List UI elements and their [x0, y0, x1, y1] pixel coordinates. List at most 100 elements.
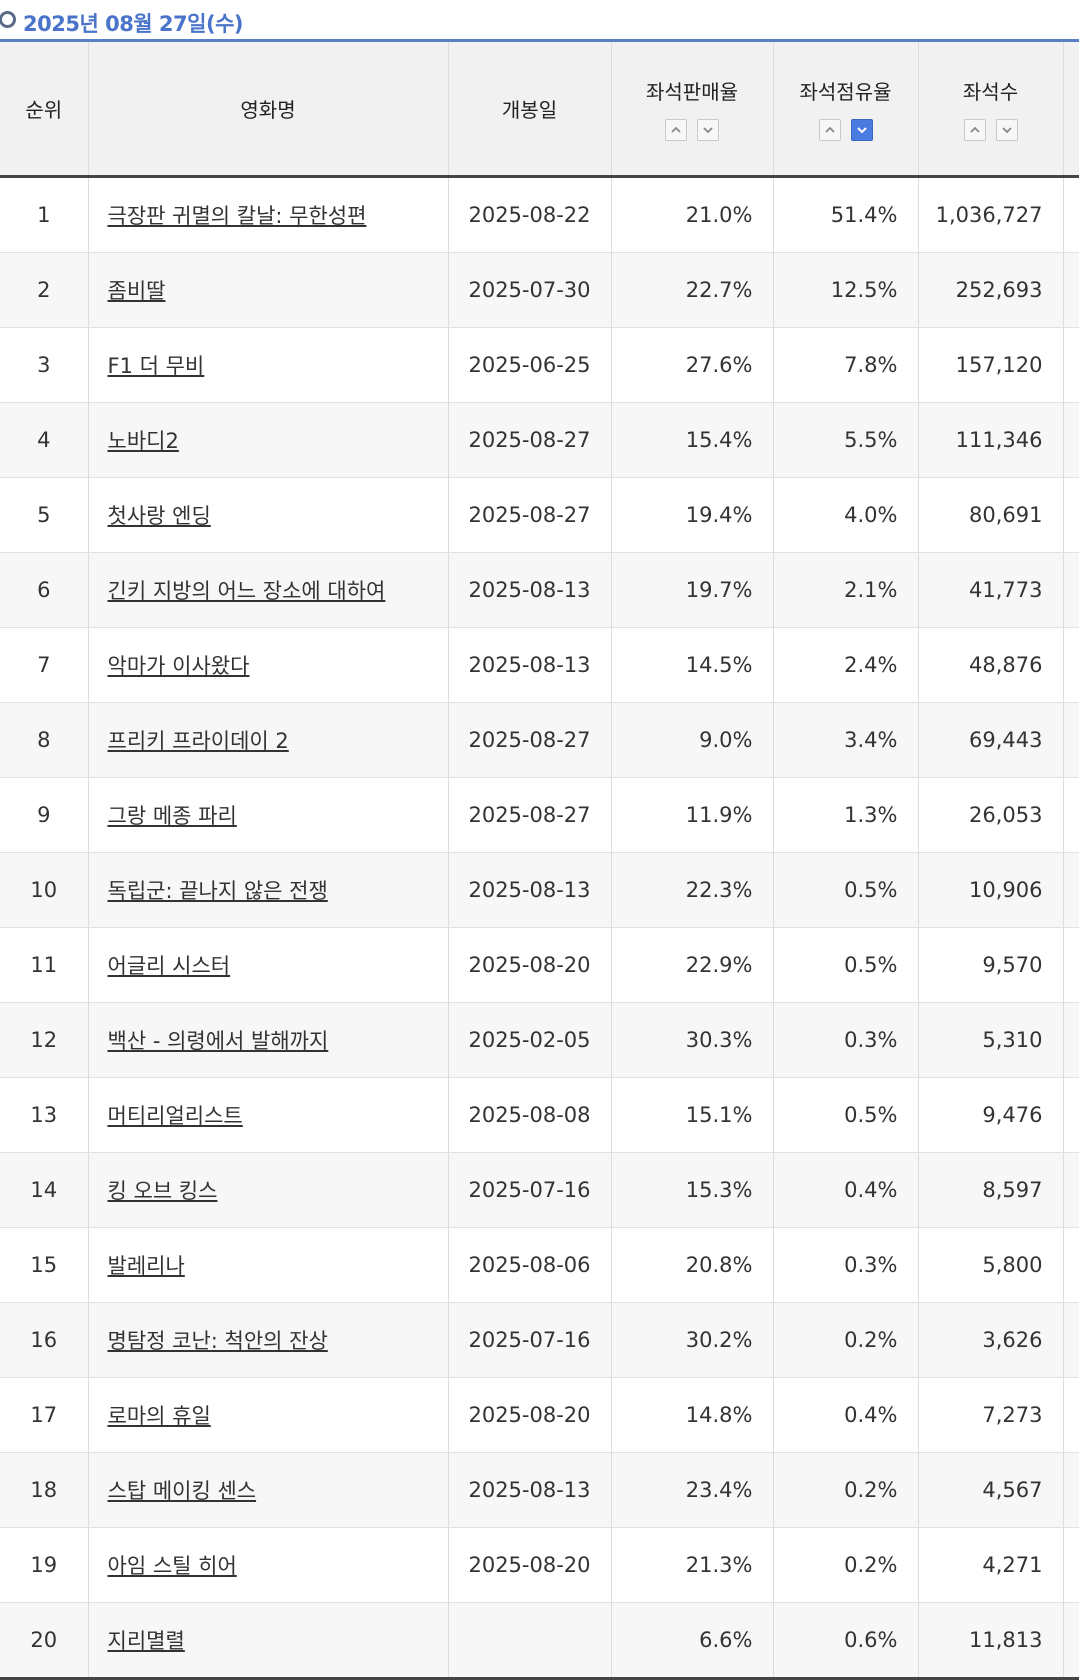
sort-asc-button[interactable]	[963, 119, 986, 141]
open-date-cell: 2025-07-30	[448, 252, 612, 328]
date-title: 2025년 08월 27일(수)	[23, 12, 244, 36]
seat-sales-rate-cell: 22.3%	[611, 852, 774, 928]
seats-cell: 4,567	[918, 1452, 1064, 1528]
movie-title-cell: 지리멸렬	[88, 1602, 449, 1680]
seats-cell: 5,800	[918, 1227, 1064, 1303]
seats-cell: 8,597	[918, 1152, 1064, 1228]
column-header-seat-sales-rate: 좌석판매율	[611, 42, 774, 178]
seats-cell: 41,773	[918, 552, 1064, 628]
seats-cell: 26,053	[918, 777, 1064, 853]
table-body: 1 극장판 귀멸의 칼날: 무한성편 2025-08-22 21.0% 51.4% 1,0…	[0, 176, 1079, 1680]
rank-cell: 11	[0, 927, 89, 1003]
table-row: 10 독립군: 끝나지 않은 전쟁 2025-08-13 22.3% 0.5% 10,90…	[0, 852, 1079, 928]
column-label: 영화명	[240, 98, 296, 122]
movie-title-link[interactable]: 로마의 휴일	[107, 1404, 211, 1428]
rank-cell: 9	[0, 777, 89, 853]
sort-desc-button[interactable]	[697, 119, 719, 141]
table-row: 17 로마의 휴일 2025-08-20 14.8% 0.4% 7,273	[0, 1377, 1079, 1453]
seat-sales-rate-cell: 11.9%	[611, 777, 774, 853]
overflow-cell	[1063, 1377, 1079, 1453]
seat-share-cell: 2.1%	[773, 552, 919, 628]
overflow-cell	[1063, 477, 1079, 553]
movie-title-cell: 첫사랑 엔딩	[88, 477, 449, 553]
movie-title-link[interactable]: 발레리나	[107, 1254, 185, 1278]
movie-title-link[interactable]: 스탑 메이킹 센스	[107, 1479, 257, 1503]
movie-title-cell: 백산 - 의령에서 발해까지	[88, 1002, 449, 1078]
movie-title-link[interactable]: 좀비딸	[107, 279, 166, 303]
sort-controls	[919, 119, 1063, 141]
overflow-cell	[1063, 327, 1079, 403]
circle-bullet-icon	[0, 11, 16, 28]
seat-share-cell: 0.2%	[773, 1302, 919, 1378]
movie-title-cell: 노바디2	[88, 402, 449, 478]
seats-cell: 4,271	[918, 1527, 1064, 1603]
movie-title-link[interactable]: 어글리 시스터	[107, 954, 231, 978]
overflow-cell	[1063, 402, 1079, 478]
column-label: 좌석판매율	[646, 80, 738, 104]
rank-cell: 12	[0, 1002, 89, 1078]
overflow-cell	[1063, 1152, 1079, 1228]
movie-title-cell: 스탑 메이킹 센스	[88, 1452, 449, 1528]
rank-cell: 5	[0, 477, 89, 553]
movie-title-link[interactable]: 프리키 프라이데이 2	[107, 729, 289, 753]
movie-title-link[interactable]: 백산 - 의령에서 발해까지	[107, 1029, 329, 1053]
open-date-cell: 2025-07-16	[448, 1152, 612, 1228]
movie-title-link[interactable]: 지리멸렬	[107, 1629, 185, 1653]
rank-cell: 18	[0, 1452, 89, 1528]
overflow-cell	[1063, 552, 1079, 628]
seats-cell: 9,476	[918, 1077, 1064, 1153]
open-date-cell: 2025-08-13	[448, 552, 612, 628]
seat-sales-rate-cell: 27.6%	[611, 327, 774, 403]
movie-title-link[interactable]: 킹 오브 킹스	[107, 1179, 218, 1203]
seats-cell: 69,443	[918, 702, 1064, 778]
movie-title-cell: 아임 스틸 히어	[88, 1527, 449, 1603]
movie-title-link[interactable]: 악마가 이사왔다	[107, 654, 250, 678]
sort-desc-button[interactable]	[995, 119, 1018, 141]
open-date-cell: 2025-06-25	[448, 327, 612, 403]
open-date-cell: 2025-08-13	[448, 852, 612, 928]
rank-cell: 7	[0, 627, 89, 703]
movie-title-link[interactable]: 첫사랑 엔딩	[107, 504, 211, 528]
table-row: 11 어글리 시스터 2025-08-20 22.9% 0.5% 9,570	[0, 927, 1079, 1003]
movie-title-link[interactable]: 노바디2	[107, 429, 179, 453]
sort-asc-button[interactable]	[818, 119, 841, 141]
column-label: 좌석점유율	[799, 80, 892, 104]
movie-title-link[interactable]: 명탐정 코난: 척안의 잔상	[107, 1329, 328, 1353]
chevron-up-icon	[824, 126, 835, 133]
seat-share-cell: 0.5%	[773, 927, 919, 1003]
table-row: 7 악마가 이사왔다 2025-08-13 14.5% 2.4% 48,876	[0, 627, 1079, 703]
movie-title-link[interactable]: 긴키 지방의 어느 장소에 대하여	[107, 579, 386, 603]
seats-cell: 9,570	[918, 927, 1064, 1003]
seat-sales-rate-cell: 30.2%	[611, 1302, 774, 1378]
sort-asc-button[interactable]	[665, 119, 687, 141]
seat-share-cell: 0.2%	[773, 1452, 919, 1528]
seat-share-cell: 0.3%	[773, 1227, 919, 1303]
movie-title-cell: 로마의 휴일	[88, 1377, 449, 1453]
table-row: 15 발레리나 2025-08-06 20.8% 0.3% 5,800	[0, 1227, 1079, 1303]
seats-cell: 3,626	[918, 1302, 1064, 1378]
overflow-cell	[1063, 1602, 1079, 1680]
movie-title-link[interactable]: 아임 스틸 히어	[107, 1554, 237, 1578]
seat-sales-rate-cell: 14.5%	[611, 627, 774, 703]
overflow-cell	[1063, 252, 1079, 328]
movie-title-link[interactable]: 머티리얼리스트	[107, 1104, 243, 1128]
open-date-cell: 2025-08-27	[448, 477, 612, 553]
movie-title-cell: 킹 오브 킹스	[88, 1152, 449, 1228]
seat-share-cell: 0.5%	[773, 852, 919, 928]
open-date-cell: 2025-08-06	[448, 1227, 612, 1303]
movie-title-link[interactable]: 극장판 귀멸의 칼날: 무한성편	[107, 204, 367, 228]
rank-cell: 20	[0, 1602, 89, 1680]
movie-title-link[interactable]: 독립군: 끝나지 않은 전쟁	[107, 879, 328, 903]
chevron-down-icon	[856, 127, 867, 134]
movie-title-link[interactable]: F1 더 무비	[107, 354, 205, 378]
seat-share-cell: 2.4%	[773, 627, 919, 703]
column-header-open-date: 개봉일	[448, 42, 612, 178]
open-date-cell: 2025-08-27	[448, 777, 612, 853]
sort-desc-button-active[interactable]	[850, 119, 873, 141]
seats-cell: 252,693	[918, 252, 1064, 328]
table-row: 12 백산 - 의령에서 발해까지 2025-02-05 30.3% 0.3% 5,310	[0, 1002, 1079, 1078]
seat-share-cell: 12.5%	[773, 252, 919, 328]
table-row: 20 지리멸렬 6.6% 0.6% 11,813	[0, 1602, 1079, 1680]
movie-title-link[interactable]: 그랑 메종 파리	[107, 804, 237, 828]
rank-cell: 13	[0, 1077, 89, 1153]
